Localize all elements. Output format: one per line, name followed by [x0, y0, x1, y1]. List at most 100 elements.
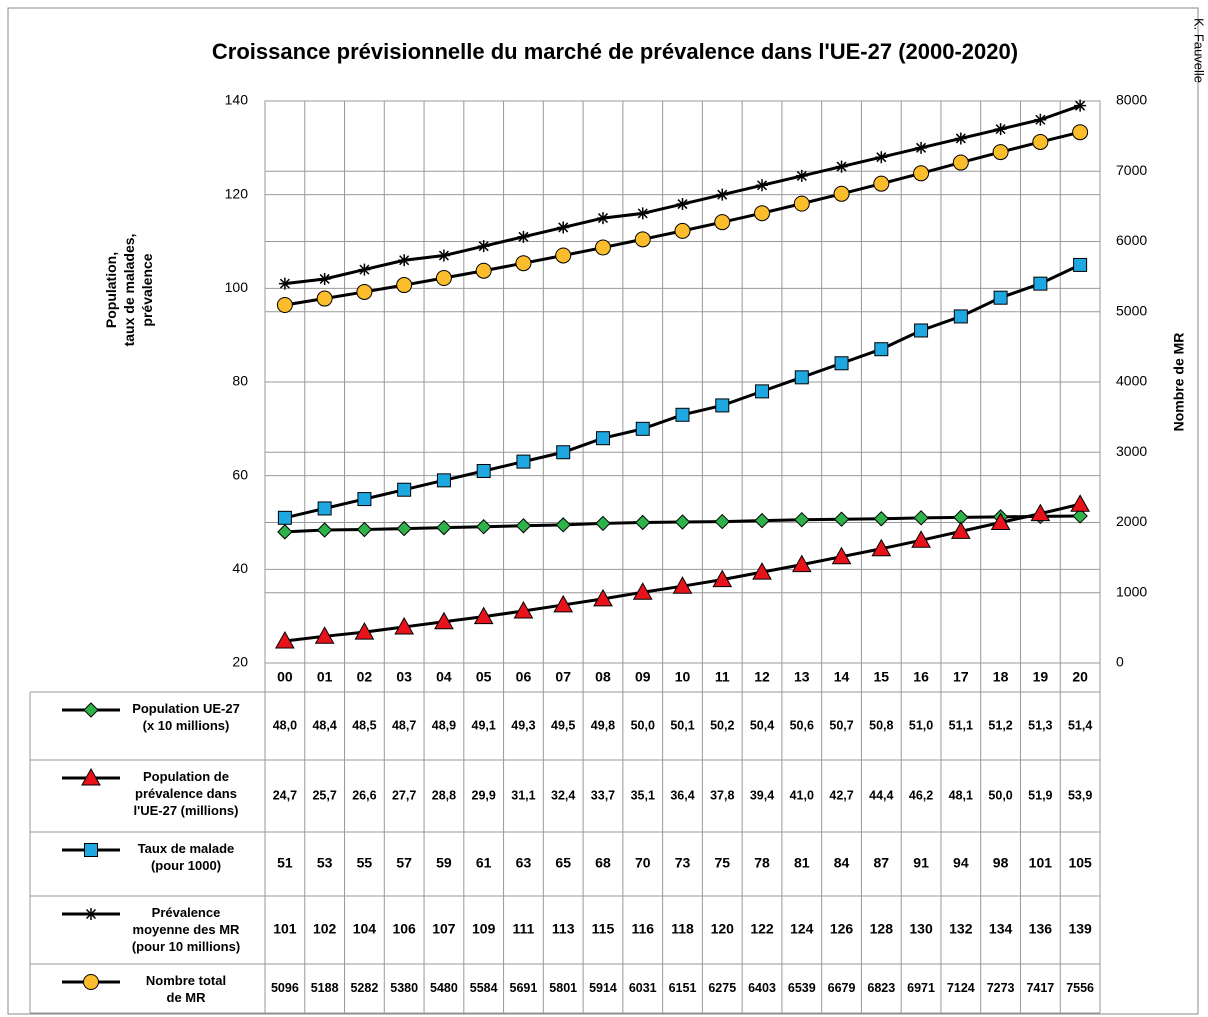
marker — [84, 843, 98, 857]
data-label: 130 — [909, 921, 933, 937]
data-label: 49,5 — [551, 718, 575, 732]
marker — [1032, 133, 1049, 150]
data-label: 91 — [913, 855, 929, 871]
marker — [756, 179, 769, 192]
x-tick-label: 10 — [675, 669, 691, 685]
marker — [476, 463, 491, 478]
data-label: 50,4 — [750, 718, 774, 732]
data-label: 5801 — [549, 981, 577, 995]
marker — [834, 356, 849, 371]
marker — [674, 222, 691, 239]
y2-tick-label: 2000 — [1116, 513, 1147, 529]
x-tick-label: 09 — [635, 669, 651, 685]
x-tick-label: 15 — [874, 669, 890, 685]
marker — [716, 188, 729, 201]
data-label: 27,7 — [392, 788, 416, 802]
marker — [1034, 113, 1047, 126]
marker — [952, 154, 969, 171]
y2-axis-label: Nombre de MR — [1171, 333, 1187, 432]
data-label: 57 — [396, 855, 412, 871]
y2-tick-label: 3000 — [1116, 443, 1147, 459]
legend-entry: Nombre total de MR — [146, 973, 226, 1005]
marker — [316, 290, 333, 307]
marker — [83, 974, 99, 990]
data-label: 139 — [1068, 921, 1092, 937]
data-label: 5096 — [271, 981, 299, 995]
x-tick-label: 06 — [516, 669, 532, 685]
x-tick-label: 12 — [754, 669, 770, 685]
marker — [553, 594, 574, 613]
marker — [634, 231, 651, 248]
data-label: 5691 — [510, 981, 538, 995]
y-tick-label: 80 — [232, 373, 248, 389]
legend-label: Taux de malade (pour 1000) — [137, 841, 235, 873]
data-label: 42,7 — [829, 788, 853, 802]
series-markers — [276, 124, 1089, 314]
x-tick-label: 20 — [1072, 669, 1088, 685]
marker — [833, 511, 850, 527]
data-label: 5480 — [430, 981, 458, 995]
data-label: 134 — [989, 921, 1013, 937]
marker — [752, 562, 772, 580]
marker — [556, 445, 571, 460]
data-label: 37,8 — [710, 788, 734, 802]
marker — [317, 501, 332, 516]
legend-entry: Taux de malade (pour 1000) — [137, 841, 235, 873]
data-label: 106 — [392, 921, 416, 937]
data-label: 25,7 — [312, 788, 336, 802]
data-label: 84 — [834, 855, 850, 871]
data-label: 53,9 — [1068, 788, 1092, 802]
x-tick-label: 02 — [357, 669, 373, 685]
marker — [754, 512, 770, 529]
y-tick-label: 60 — [232, 466, 248, 482]
data-label: 101 — [273, 921, 297, 937]
data-label: 105 — [1068, 855, 1092, 871]
legend-label: Population UE-27 (x 10 millions) — [132, 701, 240, 733]
marker — [318, 272, 331, 285]
marker — [794, 370, 809, 385]
data-label: 136 — [1029, 921, 1053, 937]
marker — [396, 277, 413, 294]
y-tick-label: 40 — [232, 560, 248, 576]
marker — [594, 239, 611, 256]
marker — [356, 521, 373, 538]
data-label: 6971 — [907, 981, 935, 995]
marker — [676, 198, 689, 211]
y-tick-label: 20 — [232, 654, 248, 670]
data-label: 5282 — [350, 981, 378, 995]
x-tick-label: 16 — [913, 669, 929, 685]
x-tick-label: 00 — [277, 669, 293, 685]
data-label: 7124 — [947, 981, 975, 995]
x-tick-label: 04 — [436, 669, 452, 685]
marker — [911, 530, 931, 548]
data-label: 5188 — [311, 981, 339, 995]
data-label: 98 — [993, 855, 1009, 871]
data-label: 102 — [313, 921, 337, 937]
data-label: 7417 — [1026, 981, 1054, 995]
marker — [875, 151, 888, 164]
marker — [714, 513, 730, 530]
x-tick-label: 14 — [834, 669, 850, 685]
data-label: 26,6 — [352, 788, 376, 802]
marker — [595, 515, 611, 532]
data-label: 124 — [790, 921, 814, 937]
data-label: 44,4 — [869, 788, 893, 802]
x-tick-label: 01 — [317, 669, 333, 685]
marker — [356, 283, 373, 300]
marker — [596, 212, 609, 225]
data-label: 31,1 — [511, 788, 535, 802]
marker — [873, 175, 890, 192]
data-label: 36,4 — [670, 788, 694, 802]
marker — [635, 514, 651, 531]
data-label: 51,1 — [949, 718, 973, 732]
data-label: 104 — [353, 921, 377, 937]
marker — [475, 262, 492, 279]
y-tick-label: 100 — [225, 279, 249, 295]
data-label: 111 — [513, 921, 535, 937]
marker — [914, 323, 929, 338]
marker — [436, 519, 452, 536]
data-label: 59 — [436, 855, 452, 871]
marker — [632, 582, 653, 600]
data-label: 53 — [317, 855, 333, 871]
data-label: 50,6 — [790, 718, 814, 732]
